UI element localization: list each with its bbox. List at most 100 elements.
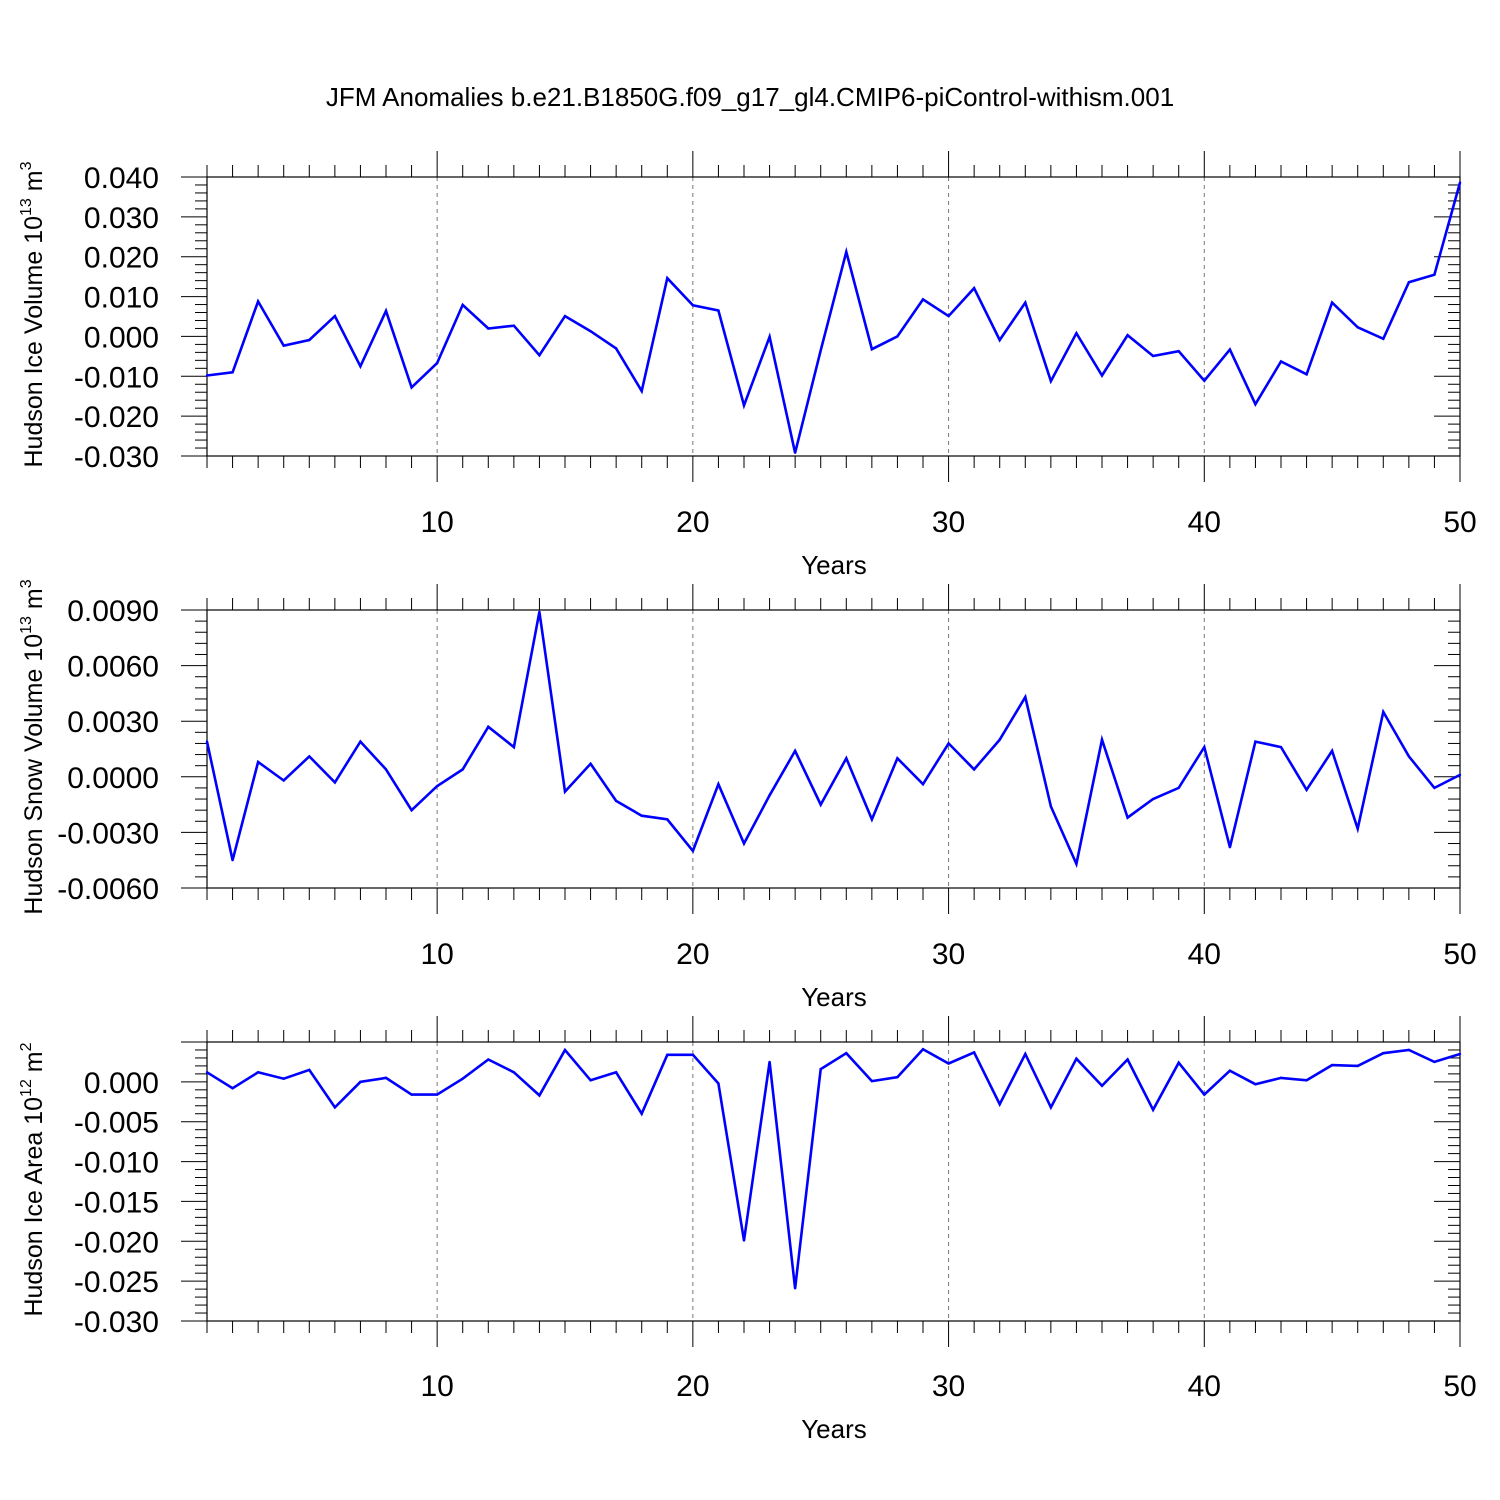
data-point <box>921 783 925 786</box>
data-point <box>563 314 567 318</box>
data-point <box>1024 301 1027 304</box>
data-point <box>845 757 848 760</box>
data-point <box>1433 786 1436 790</box>
x-tick-label: 50 <box>1443 1370 1476 1403</box>
data-point <box>1024 1052 1027 1056</box>
data-point <box>640 389 643 393</box>
data-point <box>1382 337 1385 341</box>
y-tick-label: -0.0060 <box>57 873 159 906</box>
y-axis-title-text: Hudson Ice Area 10 <box>20 1097 48 1317</box>
x-tick-label: 10 <box>420 506 453 539</box>
data-point <box>666 277 669 280</box>
y-tick-label: -0.005 <box>74 1107 159 1140</box>
data-point <box>589 1079 592 1082</box>
data-point <box>1254 402 1257 406</box>
data-point <box>308 338 311 342</box>
data-point <box>384 1076 388 1080</box>
x-tick-label: 30 <box>932 938 965 971</box>
data-point <box>845 1051 848 1055</box>
data-point <box>256 760 260 764</box>
data-point <box>1330 749 1334 753</box>
x-tick-label: 30 <box>932 506 965 539</box>
y-axis-title-text: Hudson Snow Volume 10 <box>20 634 48 915</box>
y-tick-label: 0.0030 <box>67 706 159 739</box>
data-point <box>589 330 592 333</box>
y-tick-label: -0.020 <box>74 401 159 434</box>
x-tick-label: 20 <box>676 506 709 539</box>
x-tick-label: 50 <box>1443 506 1476 539</box>
data-point <box>1433 1060 1436 1064</box>
x-tick-label: 20 <box>676 938 709 971</box>
data-point <box>768 335 771 339</box>
data-point <box>845 250 848 254</box>
data-point <box>1203 1093 1206 1096</box>
y-axis-title-unit: m <box>20 588 48 616</box>
y-axis-title: Hudson Snow Volume 1013 m3 <box>18 579 48 914</box>
data-point <box>998 738 1001 741</box>
data-point <box>1305 1079 1308 1082</box>
y-tick-label: 0.020 <box>84 242 159 275</box>
y-axis-title-exponent: 13 <box>18 198 35 216</box>
data-point <box>1407 281 1411 284</box>
data-point <box>896 1075 899 1079</box>
data-point <box>1075 862 1078 866</box>
x-axis-title: Years <box>801 982 867 1012</box>
data-point <box>1228 348 1232 351</box>
data-point <box>1356 326 1359 329</box>
data-point <box>538 353 541 357</box>
y-axis-title-text: Hudson Ice Volume 10 <box>20 216 48 468</box>
data-point <box>1049 379 1053 383</box>
data-point <box>231 859 234 862</box>
data-point <box>870 347 874 351</box>
data-point <box>231 1087 234 1090</box>
data-point <box>512 745 516 749</box>
data-point <box>666 818 669 821</box>
data-point <box>359 1080 362 1084</box>
data-point <box>1100 374 1104 377</box>
data-point <box>1228 1069 1232 1072</box>
data-point <box>717 1082 720 1085</box>
data-point <box>870 818 874 821</box>
y-tick-label: 0.000 <box>84 1067 159 1100</box>
series-line <box>206 182 1462 454</box>
y-axis-title-unit: m <box>20 170 48 198</box>
data-point <box>921 298 925 301</box>
data-point <box>717 783 720 786</box>
data-point <box>359 740 362 743</box>
data-point <box>1330 301 1334 304</box>
data-point <box>461 303 464 307</box>
data-point <box>1228 846 1232 849</box>
x-tick-label: 50 <box>1443 938 1476 971</box>
data-point <box>563 790 567 793</box>
data-point <box>1100 738 1104 741</box>
data-point <box>742 404 746 407</box>
y-tick-label: 0.0090 <box>67 595 159 628</box>
data-point <box>742 842 746 845</box>
x-axis-title: Years <box>801 1414 867 1444</box>
y-axis-title: Hudson Ice Area 1012 m2 <box>18 1042 48 1316</box>
data-point <box>333 314 337 318</box>
data-point <box>410 1093 413 1096</box>
panel-1: 10 20 30 40 50 -0.030 -0.020 -0.010 0.000 0.010 0.… <box>18 151 1477 580</box>
data-point <box>947 1062 950 1065</box>
data-point <box>308 1068 311 1072</box>
data-point <box>1049 1106 1053 1109</box>
data-point <box>435 361 439 365</box>
data-point <box>972 287 976 290</box>
data-point <box>256 1071 260 1074</box>
data-point <box>589 762 592 766</box>
data-point <box>410 808 413 812</box>
data-point <box>640 814 643 817</box>
data-point <box>333 781 337 784</box>
data-point <box>819 349 822 352</box>
y-tick-label: -0.030 <box>74 1306 159 1339</box>
data-point <box>691 304 695 307</box>
y-tick-label: 0.0000 <box>67 762 159 795</box>
data-point <box>972 1051 976 1054</box>
data-point <box>1126 1058 1129 1061</box>
data-point <box>691 849 695 853</box>
data-point <box>384 768 388 771</box>
data-point <box>487 327 490 330</box>
data-point <box>282 344 285 347</box>
x-tick-label: 20 <box>676 1370 709 1403</box>
